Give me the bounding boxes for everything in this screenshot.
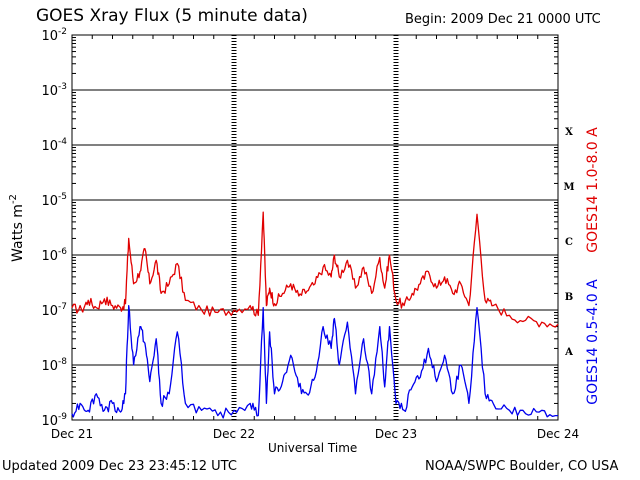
series-line-short: [71, 304, 558, 419]
flare-class-label: C: [565, 237, 573, 248]
x-axis-title: Universal Time: [268, 441, 358, 455]
y-tick-label: 10-7: [41, 302, 67, 319]
flare-class-label: X: [565, 127, 573, 138]
y-tick-label: 10-2: [41, 27, 67, 44]
y-tick-label: 10-4: [41, 137, 67, 154]
y-tick-label: 10-8: [41, 357, 67, 374]
flare-class-label: M: [563, 182, 574, 193]
chart-title: GOES Xray Flux (5 minute data): [36, 6, 308, 26]
y-axis-title: Watts m-2: [8, 194, 26, 262]
y-tick-label: 10-5: [41, 192, 67, 209]
updated-timestamp: Updated 2009 Dec 23 23:45:12 UTC: [2, 459, 237, 474]
y-tick-label: 10-6: [41, 247, 67, 264]
legend-entry: GOES14 0.5-4.0 A: [585, 279, 601, 405]
x-tick-label: Dec 22: [213, 427, 255, 441]
legend-entry: GOES14 1.0-8.0 A: [585, 127, 601, 253]
x-tick-label: Dec 23: [375, 427, 417, 441]
y-tick-label: 10-3: [41, 82, 67, 99]
y-tick-label: 10-9: [41, 412, 67, 429]
plot-frame: [71, 34, 559, 421]
begin-time: Begin: 2009 Dec 21 0000 UTC: [405, 12, 601, 27]
x-tick-label: Dec 21: [51, 427, 93, 441]
credit-text: NOAA/SWPC Boulder, CO USA: [425, 459, 619, 474]
flare-class-label: A: [564, 347, 573, 358]
flare-class-label: B: [565, 292, 573, 303]
series-line-long: [71, 211, 559, 328]
x-tick-label: Dec 24: [537, 427, 579, 441]
